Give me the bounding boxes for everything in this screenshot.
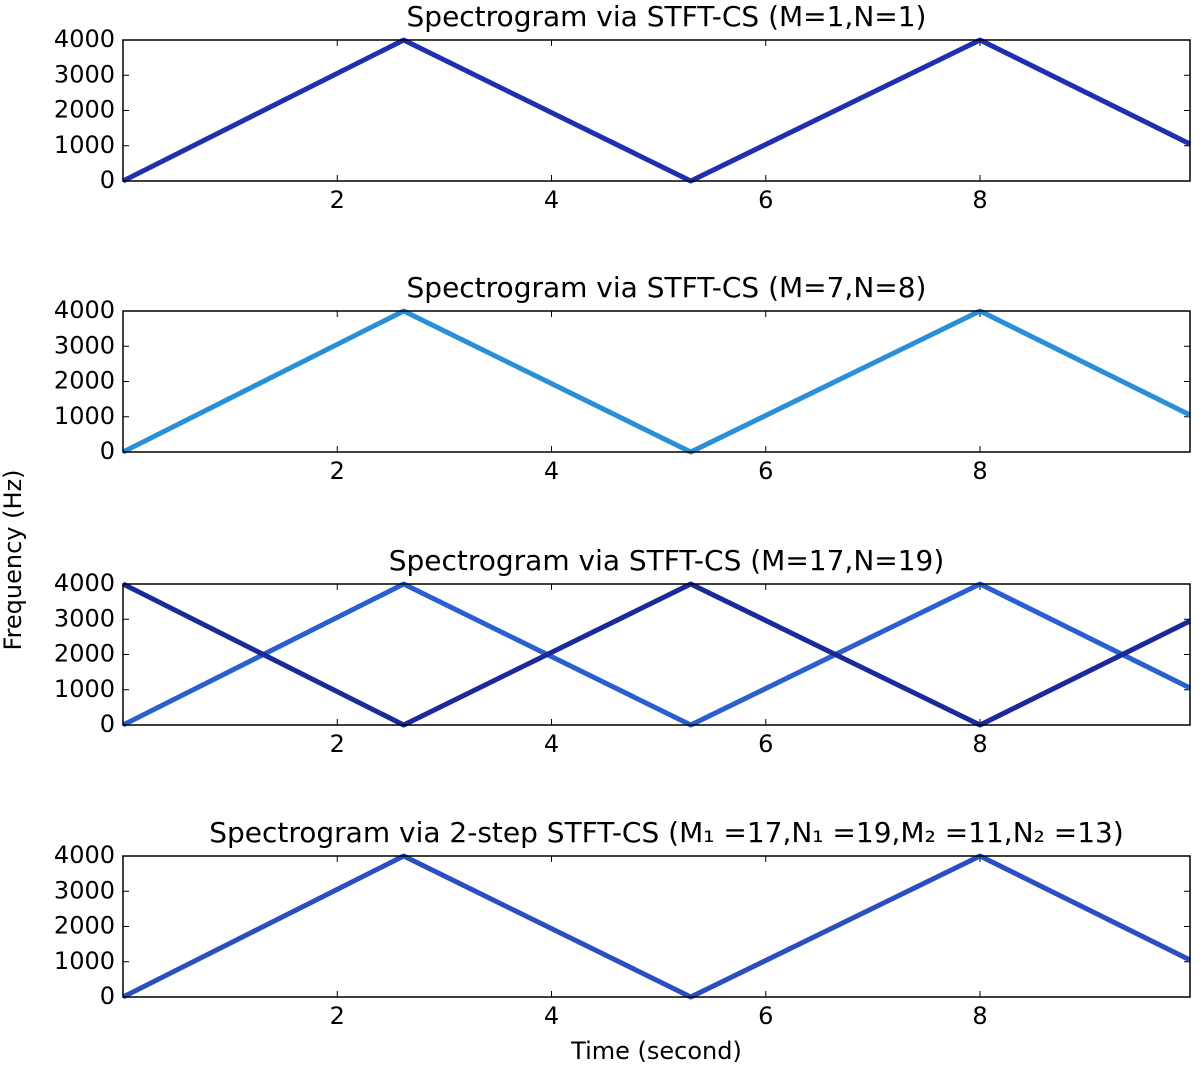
x-tick-label: 2 [330, 186, 345, 214]
y-tick-label: 0 [100, 166, 115, 194]
spectral-line [121, 581, 1192, 728]
x-tick-label: 2 [330, 730, 345, 758]
x-tick-label: 6 [758, 730, 773, 758]
plot-frame [122, 583, 1191, 726]
chart-title: Spectrogram via STFT-CS (M=17,N=19) [389, 544, 945, 577]
y-tick-label: 4000 [54, 296, 115, 324]
y-tick-label: 2000 [54, 96, 115, 124]
plot-frame [122, 310, 1191, 453]
y-tick-label: 0 [100, 982, 115, 1010]
y-tick-label: 1000 [54, 402, 115, 430]
x-tick-label: 6 [758, 186, 773, 214]
y-tick-label: 3000 [54, 604, 115, 632]
x-tick-label: 6 [758, 1002, 773, 1030]
x-tick-label: 2 [330, 1002, 345, 1030]
chart-title: Spectrogram via STFT-CS (M=7,N=8) [407, 271, 927, 304]
spectral-line [121, 581, 1192, 728]
spectral-line [121, 37, 1192, 184]
x-axis-label: Time (second) [570, 1037, 742, 1065]
x-tick-label: 4 [544, 730, 559, 758]
y-tick-label: 2000 [54, 367, 115, 395]
y-tick-label: 2000 [54, 640, 115, 668]
plot-frame [122, 855, 1191, 998]
y-tick-label: 4000 [54, 569, 115, 597]
x-tick-label: 4 [544, 186, 559, 214]
x-tick-label: 4 [544, 1002, 559, 1030]
x-tick-label: 2 [330, 457, 345, 485]
spectral-line [121, 853, 1192, 1000]
y-tick-label: 3000 [54, 331, 115, 359]
x-tick-label: 4 [544, 457, 559, 485]
y-tick-label: 3000 [54, 876, 115, 904]
x-tick-label: 8 [972, 186, 987, 214]
spectral-line [121, 308, 1192, 455]
x-tick-label: 8 [972, 1002, 987, 1030]
y-tick-label: 1000 [54, 947, 115, 975]
x-tick-label: 8 [972, 730, 987, 758]
y-tick-label: 0 [100, 710, 115, 738]
x-tick-label: 8 [972, 457, 987, 485]
y-tick-label: 4000 [54, 25, 115, 53]
chart-title: Spectrogram via STFT-CS (M=1,N=1) [407, 0, 927, 33]
y-tick-label: 4000 [54, 841, 115, 869]
y-tick-label: 2000 [54, 912, 115, 940]
x-tick-label: 6 [758, 457, 773, 485]
chart-title: Spectrogram via 2-step STFT-CS (M₁ =17,N… [209, 816, 1124, 849]
y-tick-label: 1000 [54, 675, 115, 703]
y-tick-label: 1000 [54, 131, 115, 159]
y-axis-label: Frequency (Hz) [0, 470, 27, 651]
y-tick-label: 3000 [54, 60, 115, 88]
plot-frame [122, 39, 1191, 182]
y-tick-label: 0 [100, 437, 115, 465]
